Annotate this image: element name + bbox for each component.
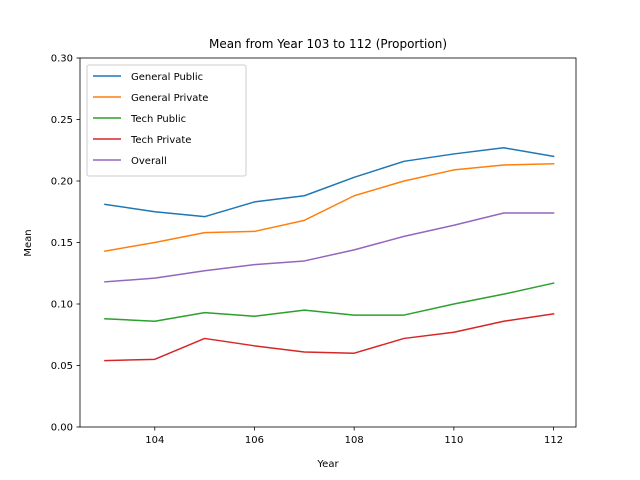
y-axis-ticks: 0.00 0.05 0.10 0.15 0.20 0.25 0.30 (51, 54, 80, 434)
x-tick-label: 112 (544, 435, 563, 446)
x-tick-label: 108 (345, 435, 364, 446)
y-tick-label: 0.10 (51, 300, 73, 311)
y-tick-label: 0.00 (51, 423, 73, 434)
y-tick-label: 0.15 (51, 238, 73, 249)
chart-title: Mean from Year 103 to 112 (Proportion) (209, 37, 447, 51)
legend-frame (86, 64, 247, 177)
legend-label-3: Tech Public (130, 114, 186, 125)
series-layer (104, 147, 555, 362)
y-axis-label: Mean (23, 229, 34, 256)
x-tick-label: 104 (145, 435, 164, 446)
series-line-5 (104, 212, 555, 283)
y-tick-label: 0.20 (51, 177, 73, 188)
x-tick-label: 106 (245, 435, 264, 446)
y-tick-label: 0.25 (51, 115, 73, 126)
plot-frame (79, 57, 577, 428)
legend-label-5: Overall (131, 156, 167, 167)
x-tick-label: 110 (444, 435, 463, 446)
series-line-3 (104, 282, 555, 322)
series-line-4 (104, 312, 555, 362)
y-tick-label: 0.30 (51, 54, 73, 65)
legend: General Public General Private Tech Public… (86, 64, 247, 177)
x-axis-label: Year (316, 459, 339, 470)
series-line-2 (104, 163, 555, 252)
legend-label-2: General Private (131, 93, 208, 104)
series-line-1 (104, 147, 555, 218)
legend-label-1: General Public (131, 72, 203, 83)
x-axis-ticks: 104 106 108 110 112 (145, 427, 563, 446)
y-tick-label: 0.05 (51, 361, 73, 372)
legend-label-4: Tech Private (130, 135, 191, 146)
